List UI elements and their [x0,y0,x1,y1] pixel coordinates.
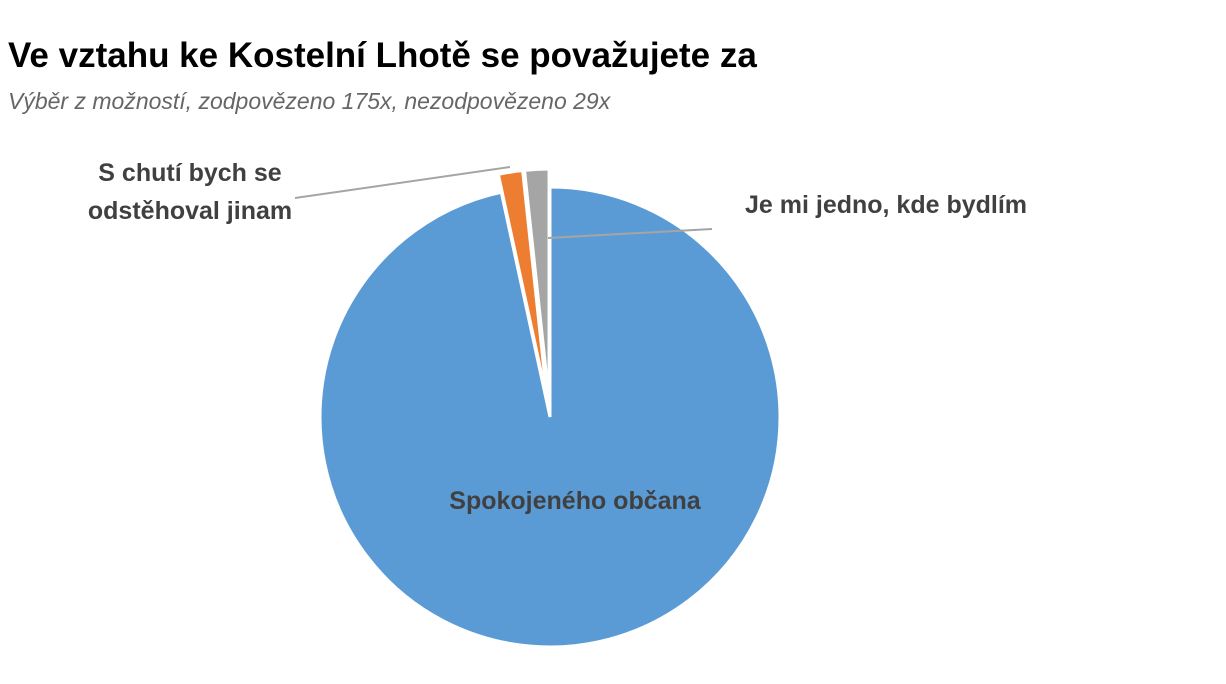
slice-label: Spokojeného občana [449,487,701,515]
slice-label: S chutí bych se odstěhoval jinam [87,159,293,225]
slice-label: Je mi jedno, kde bydlím [745,191,1028,219]
pie-slice [318,185,782,649]
pie-slice [522,167,551,400]
leader-line [294,166,511,199]
chart-title: Ve vztahu ke Kostelní Lhotě se považujet… [8,36,757,75]
pie-slice [496,168,549,400]
chart-subtitle: Výběr z možností, zodpovězeno 175x, nezo… [8,88,611,114]
leader-line [547,228,713,239]
